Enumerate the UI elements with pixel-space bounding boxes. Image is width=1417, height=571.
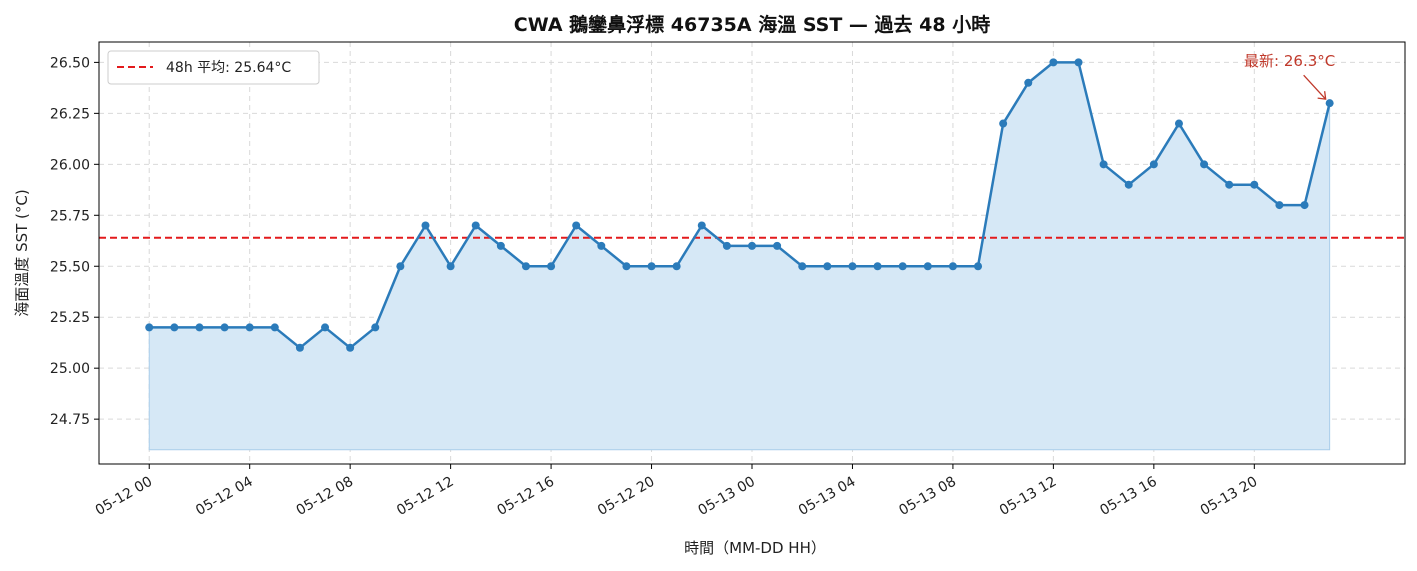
- data-point: [898, 262, 907, 271]
- data-point: [421, 221, 430, 230]
- data-point: [1225, 180, 1234, 189]
- data-point: [722, 241, 731, 250]
- data-point: [1200, 160, 1209, 169]
- data-point: [974, 262, 983, 271]
- data-point: [346, 343, 355, 352]
- data-point: [1149, 160, 1158, 169]
- data-point: [295, 343, 304, 352]
- data-point: [823, 262, 832, 271]
- data-point: [1325, 99, 1334, 108]
- data-point: [270, 323, 279, 332]
- data-point: [622, 262, 631, 271]
- data-point: [773, 241, 782, 250]
- y-tick-label: 25.75: [50, 208, 90, 224]
- data-point: [647, 262, 656, 271]
- y-tick-label: 25.50: [50, 259, 90, 275]
- chart-title: CWA 鵝鑾鼻浮標 46735A 海溫 SST — 過去 48 小時: [514, 13, 990, 36]
- legend-box: [107, 50, 320, 85]
- data-point: [923, 262, 932, 271]
- data-point: [321, 323, 330, 332]
- data-point: [1074, 58, 1083, 67]
- data-point: [471, 221, 480, 230]
- data-point: [999, 119, 1008, 128]
- y-tick-label: 26.50: [50, 55, 90, 71]
- y-axis-label: 海面溫度 SST (°C): [13, 189, 31, 316]
- data-point: [170, 323, 179, 332]
- data-point: [1250, 180, 1259, 189]
- y-tick-label: 24.75: [50, 412, 90, 428]
- y-tick-label: 26.00: [50, 157, 90, 173]
- data-point: [245, 323, 254, 332]
- data-point: [446, 262, 455, 271]
- y-tick-label: 25.25: [50, 310, 90, 326]
- y-axis-ticks: 24.75 25.00 25.25 25.50 25.75 26.00 26.25 26.50: [50, 55, 99, 428]
- y-tick-label: 25.00: [50, 361, 90, 377]
- series-line: [149, 61, 1331, 350]
- data-point: [597, 241, 606, 250]
- data-point: [547, 262, 556, 271]
- data-point: [848, 262, 857, 271]
- sst-series: [145, 58, 1334, 352]
- data-point: [1099, 160, 1108, 169]
- data-point: [145, 323, 154, 332]
- data-point: [1275, 201, 1284, 210]
- data-point: [1024, 78, 1033, 87]
- data-point: [521, 262, 530, 271]
- data-point: [748, 241, 756, 250]
- data-point: [220, 323, 229, 332]
- data-point: [572, 221, 581, 230]
- annotation-arrow: [1303, 74, 1327, 100]
- data-point: [798, 262, 807, 271]
- x-axis-label: 時間（MM-DD HH）: [684, 539, 826, 557]
- data-point: [1049, 58, 1058, 67]
- y-tick-label: 26.25: [50, 106, 90, 122]
- data-point: [195, 323, 204, 332]
- data-point: [672, 262, 681, 271]
- data-point: [697, 221, 706, 230]
- data-point: [1300, 201, 1309, 210]
- data-point: [1124, 180, 1133, 189]
- latest-annotation: 最新: 26.3°C: [1244, 52, 1335, 100]
- data-point: [396, 262, 405, 271]
- annotation-arrowhead: [1317, 91, 1327, 100]
- data-point: [873, 262, 882, 271]
- data-point: [948, 262, 957, 271]
- data-point: [1174, 119, 1183, 128]
- legend: 48h 平均: 25.64°C: [107, 50, 320, 85]
- data-point: [371, 323, 380, 332]
- legend-mean-label: 48h 平均: 25.64°C: [166, 60, 291, 76]
- annotation-text: 最新: 26.3°C: [1244, 52, 1335, 70]
- data-point: [496, 241, 505, 250]
